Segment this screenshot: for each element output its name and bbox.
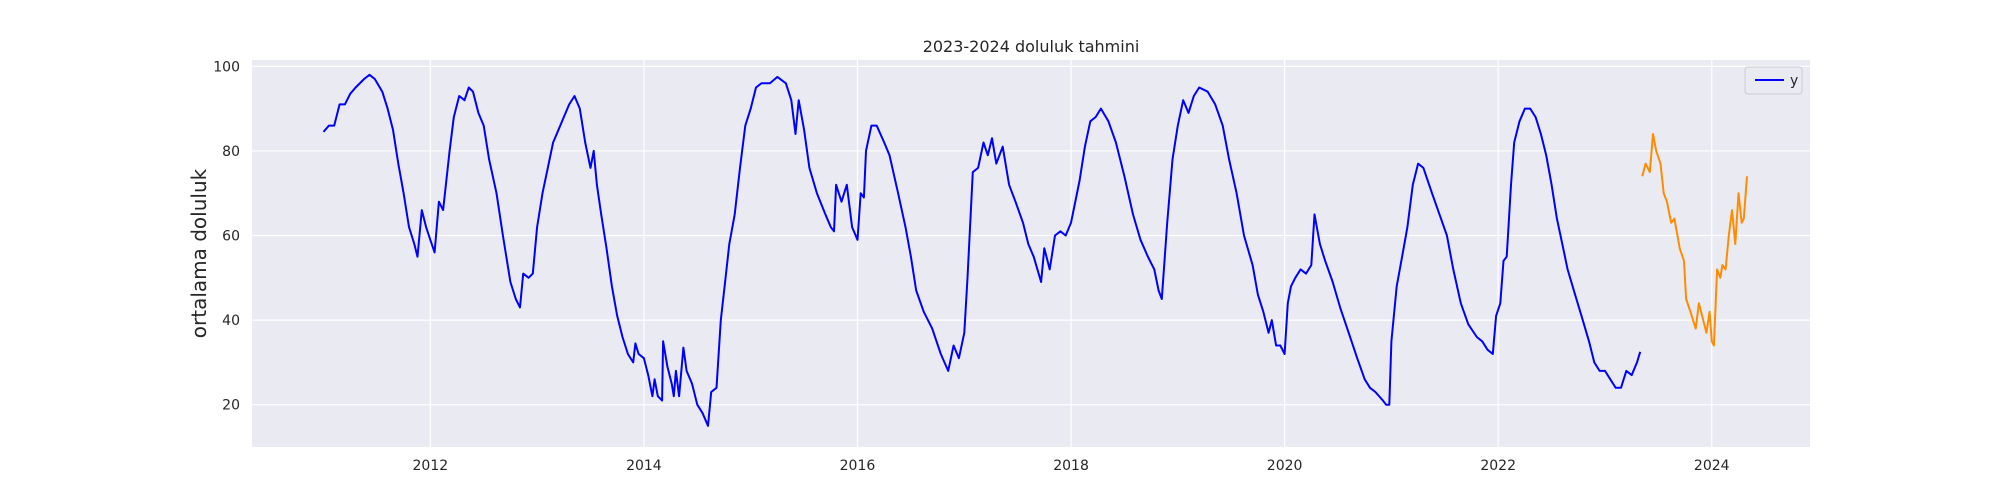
legend: y	[1744, 66, 1803, 95]
y-tick-label: 20	[222, 398, 240, 414]
x-axis: 2012 2014 2016 2018 2020 2022 2024	[413, 458, 1730, 474]
plot-area	[252, 60, 1810, 447]
x-tick-label: 2020	[1267, 458, 1303, 474]
series-layer	[322, 73, 1748, 427]
legend-label-y: y	[1790, 73, 1798, 89]
series-line-forecast	[1641, 133, 1748, 347]
x-tick-label: 2024	[1694, 458, 1730, 474]
chart-title: 2023-2024 doluluk tahmini	[923, 37, 1140, 56]
y-tick-label: 100	[213, 59, 240, 75]
y-axis-label: ortalama doluluk	[187, 168, 211, 338]
x-tick-label: 2014	[626, 458, 662, 474]
y-tick-label: 60	[222, 229, 240, 245]
x-tick-label: 2012	[413, 458, 449, 474]
y-tick-label: 40	[222, 313, 240, 329]
y-tick-label: 80	[222, 144, 240, 160]
x-tick-label: 2016	[840, 458, 876, 474]
grid	[252, 60, 1810, 447]
series-line-y	[322, 73, 1642, 427]
x-tick-label: 2018	[1053, 458, 1089, 474]
x-tick-label: 2022	[1480, 458, 1516, 474]
y-axis: 20 40 60 80 100	[213, 59, 240, 413]
